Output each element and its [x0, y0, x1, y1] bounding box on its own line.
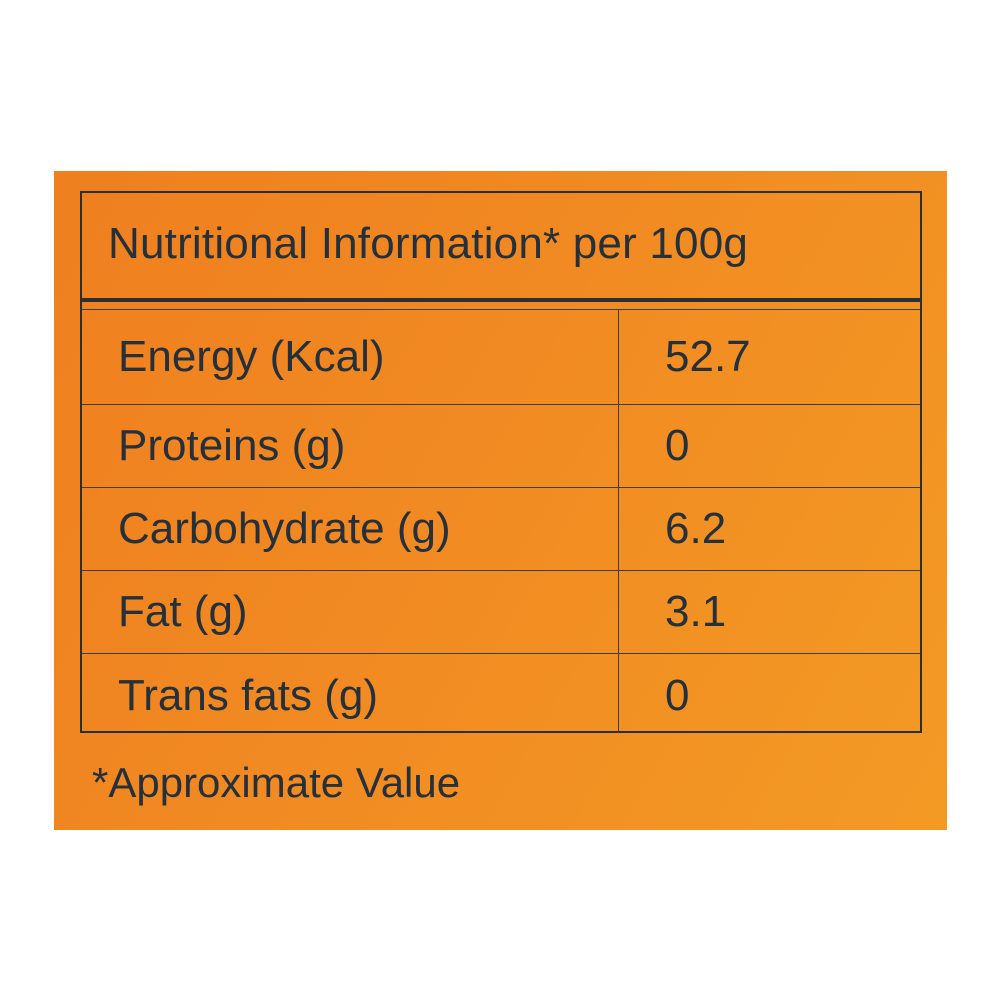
nutrition-table: Nutritional Information* per 100g Energy…	[80, 191, 922, 733]
nutrient-value: 3.1	[665, 587, 727, 636]
table-row: Fat (g) 3.1	[82, 571, 920, 654]
nutrient-label: Proteins (g)	[118, 421, 346, 470]
table-title: Nutritional Information* per 100g	[108, 219, 749, 268]
nutrient-label: Fat (g)	[118, 587, 248, 636]
nutrient-label: Energy (Kcal)	[118, 332, 385, 381]
column-divider	[618, 309, 619, 733]
table-header-row: Nutritional Information* per 100g	[82, 193, 920, 302]
table-row: Energy (Kcal) 52.7	[82, 309, 920, 405]
table-body: Energy (Kcal) 52.7 Proteins (g) 0 Carboh…	[82, 309, 920, 737]
nutrition-panel: Nutritional Information* per 100g Energy…	[54, 171, 947, 830]
footnote: *Approximate Value	[92, 759, 461, 806]
nutrient-value: 52.7	[665, 332, 751, 381]
nutrient-value: 6.2	[665, 504, 727, 553]
table-row: Carbohydrate (g) 6.2	[82, 488, 920, 571]
table-row: Trans fats (g) 0	[82, 654, 920, 737]
nutrient-value: 0	[665, 670, 690, 720]
nutrient-value: 0	[665, 421, 690, 470]
table-row: Proteins (g) 0	[82, 405, 920, 488]
nutrient-label: Carbohydrate (g)	[118, 504, 451, 553]
nutrient-label: Trans fats (g)	[118, 670, 378, 720]
